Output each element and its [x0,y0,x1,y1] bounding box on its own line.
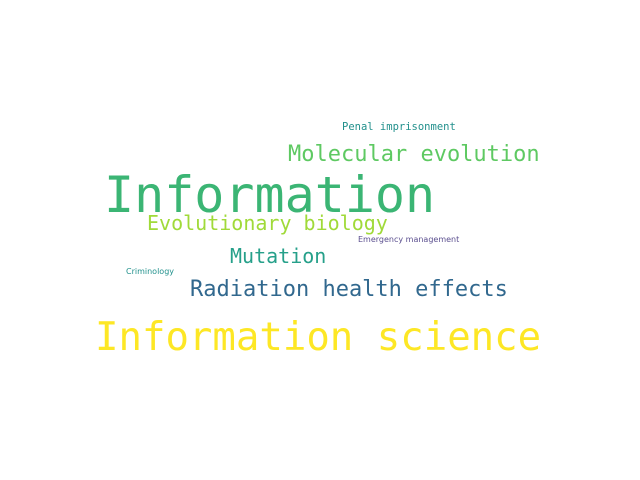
word-molecular-evolution: Molecular evolution [288,142,540,167]
word-radiation-health-effects: Radiation health effects [190,277,508,302]
word-mutation: Mutation [230,244,327,268]
word-penal-imprisonment: Penal imprisonment [342,121,456,133]
word-emergency-management: Emergency management [358,235,460,244]
word-information: Information [104,166,436,224]
word-evolutionary-biology: Evolutionary biology [147,211,388,235]
word-criminology: Criminology [126,267,175,276]
word-information-science: Information science [95,315,542,360]
